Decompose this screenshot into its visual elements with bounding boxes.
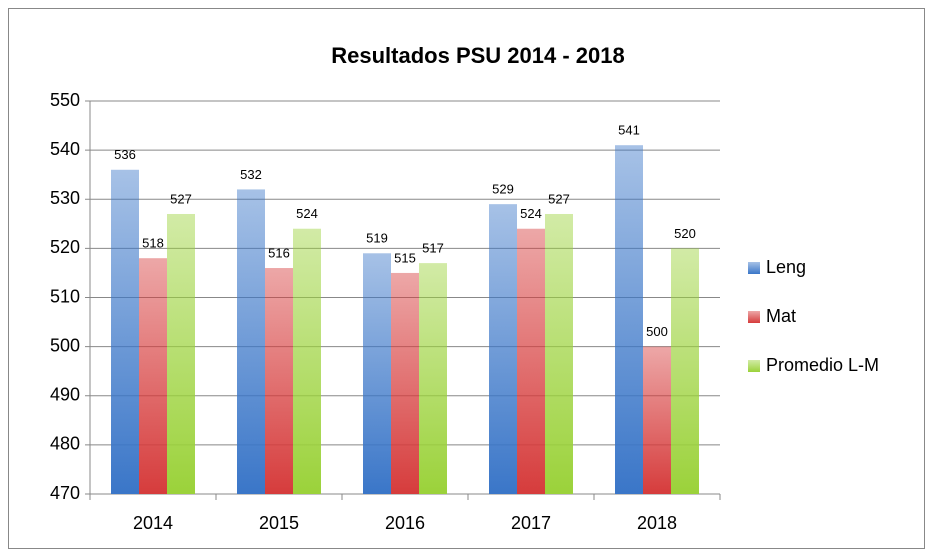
data-label: 527 bbox=[170, 191, 192, 206]
y-tick-label: 540 bbox=[50, 139, 80, 159]
bar bbox=[671, 248, 699, 494]
y-tick-label: 520 bbox=[50, 237, 80, 257]
bar bbox=[293, 228, 321, 494]
data-label: 532 bbox=[240, 167, 262, 182]
y-tick-label: 500 bbox=[50, 335, 80, 355]
bar bbox=[489, 204, 517, 494]
bar bbox=[237, 189, 265, 495]
legend-label: Mat bbox=[766, 306, 796, 326]
data-label: 529 bbox=[492, 182, 514, 197]
data-label: 515 bbox=[394, 250, 416, 265]
x-tick-label: 2016 bbox=[385, 513, 425, 533]
bar bbox=[139, 258, 167, 494]
legend-label: Leng bbox=[766, 257, 806, 277]
data-label: 524 bbox=[296, 206, 318, 221]
y-tick-label: 490 bbox=[50, 385, 80, 405]
bar bbox=[545, 213, 573, 495]
y-tick-label: 470 bbox=[50, 483, 80, 503]
x-tick-label: 2018 bbox=[637, 513, 677, 533]
bar bbox=[391, 272, 419, 494]
bar bbox=[265, 268, 293, 494]
data-label: 520 bbox=[674, 226, 696, 241]
data-label: 519 bbox=[366, 231, 388, 246]
data-label: 517 bbox=[422, 241, 444, 256]
y-tick-label: 480 bbox=[50, 434, 80, 454]
bar bbox=[643, 346, 671, 494]
data-label: 516 bbox=[268, 245, 290, 260]
y-tick-label: 530 bbox=[50, 188, 80, 208]
legend-label: Promedio L-M bbox=[766, 355, 879, 375]
data-label: 541 bbox=[618, 123, 640, 138]
x-tick-label: 2014 bbox=[133, 513, 173, 533]
y-tick-label: 510 bbox=[50, 286, 80, 306]
x-tick-label: 2017 bbox=[511, 513, 551, 533]
data-label: 527 bbox=[548, 191, 570, 206]
chart-title: Resultados PSU 2014 - 2018 bbox=[331, 43, 624, 68]
legend-swatch bbox=[748, 262, 760, 274]
y-tick-label: 550 bbox=[50, 90, 80, 110]
bar bbox=[167, 213, 195, 495]
data-label: 500 bbox=[646, 324, 668, 339]
data-label: 524 bbox=[520, 206, 542, 221]
bar bbox=[111, 169, 139, 494]
legend-swatch bbox=[748, 311, 760, 323]
legend-swatch bbox=[748, 360, 760, 372]
bar bbox=[419, 263, 447, 494]
data-label: 536 bbox=[114, 147, 136, 162]
bar bbox=[517, 228, 545, 494]
data-label: 518 bbox=[142, 236, 164, 251]
x-tick-label: 2015 bbox=[259, 513, 299, 533]
bar bbox=[615, 145, 643, 494]
bar bbox=[363, 253, 391, 494]
